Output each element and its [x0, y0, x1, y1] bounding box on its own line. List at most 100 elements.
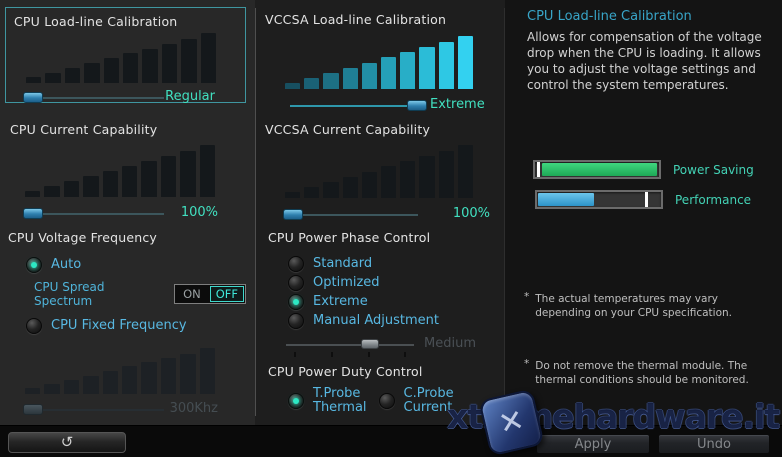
- cprobe-radio[interactable]: [378, 393, 395, 409]
- vccsa-current-title: VCCSA Current Capability: [265, 122, 431, 137]
- panel-cpu-loadline-calibration[interactable]: CPU Load-line Calibration Regular: [5, 7, 246, 105]
- duty-control-title: CPU Power Duty Control: [268, 364, 423, 379]
- extreme-radio[interactable]: [288, 293, 304, 310]
- note-thermal-module: * Do not remove the thermal module. The …: [524, 358, 774, 387]
- vccsa-current-slider-track[interactable]: [290, 214, 418, 216]
- spread-spectrum-toggle[interactable]: ON OFF: [174, 284, 246, 304]
- note-temperatures-text: The actual temperatures may vary dependi…: [535, 293, 733, 319]
- section-cpu-voltage-frequency: CPU Voltage Frequency Auto CPU Spread Sp…: [6, 224, 246, 417]
- standard-radio[interactable]: [288, 255, 304, 272]
- vccsa-llc-slider-track[interactable]: [290, 105, 416, 107]
- power-saving-marker: [537, 162, 541, 177]
- radio-row-extreme[interactable]: Extreme: [288, 292, 500, 311]
- performance-label: Performance: [675, 192, 752, 207]
- toggle-on-option[interactable]: ON: [183, 287, 201, 301]
- vccsa-current-slider: 100%: [258, 206, 500, 222]
- frequency-level-bars-disabled: [25, 348, 216, 394]
- vccsa-current-level-bars: [285, 145, 474, 198]
- column-divider: [255, 8, 256, 416]
- note-thermal-module-text: Do not remove the thermal module. The th…: [535, 360, 749, 386]
- note-bullet: *: [524, 291, 530, 303]
- phase-options-list: Standard Optimized Extreme Manual Adjust…: [288, 254, 500, 330]
- fixed-frequency-radio[interactable]: [26, 317, 42, 334]
- tprobe-radio[interactable]: [288, 393, 304, 409]
- spread-spectrum-row: CPU Spread Spectrum ON OFF: [34, 280, 246, 308]
- manual-adjustment-label: Manual Adjustment: [313, 313, 440, 328]
- vccsa-current-value: 100%: [452, 206, 490, 221]
- spread-spectrum-label: CPU Spread Spectrum: [34, 280, 105, 308]
- performance-gauge: [535, 190, 663, 209]
- section-vccsa-llc: VCCSA Load-line Calibration Extreme: [258, 7, 500, 113]
- performance-fill: [538, 193, 595, 206]
- cpu-current-slider-handle[interactable]: [23, 208, 43, 219]
- help-panel-title: CPU Load-line Calibration: [527, 9, 692, 24]
- help-panel-description: Allows for compensation of the voltage d…: [527, 30, 762, 92]
- cpu-llc-title: CPU Load-line Calibration: [14, 14, 178, 29]
- power-saving-gauge-row: Power Saving: [533, 160, 754, 179]
- cprobe-label-line2: Current: [403, 400, 453, 415]
- phase-slider-tick: [294, 352, 296, 357]
- tprobe-label-line1: T.Probe: [313, 386, 361, 401]
- note-temperatures: * The actual temperatures may vary depen…: [524, 291, 774, 320]
- optimized-radio[interactable]: [288, 274, 304, 291]
- radio-row-tprobe[interactable]: T.Probe Thermal: [288, 387, 367, 415]
- power-saving-label: Power Saving: [673, 162, 754, 177]
- cpu-current-slider: 100%: [6, 205, 246, 221]
- frequency-slider-disabled: 300Khz: [6, 401, 246, 417]
- undo-button[interactable]: Undo: [659, 435, 769, 453]
- section-cpu-power-phase-control: CPU Power Phase Control Standard Optimiz…: [258, 224, 500, 358]
- tprobe-label-line2: Thermal: [313, 400, 367, 415]
- auto-radio[interactable]: [26, 256, 42, 273]
- section-vccsa-current: VCCSA Current Capability 100%: [258, 116, 500, 222]
- phase-slider-tick: [331, 352, 333, 357]
- phase-slider-tick: [368, 352, 370, 357]
- cpu-llc-slider-track[interactable]: [30, 97, 164, 99]
- section-cpu-current-capability: CPU Current Capability 100%: [6, 116, 246, 221]
- radio-row-cprobe[interactable]: C.Probe Current: [378, 386, 454, 415]
- phase-slider-handle: [361, 339, 379, 349]
- left-column: CPU Load-line Calibration Regular CPU Cu…: [0, 0, 255, 425]
- phase-slider-tick: [404, 352, 406, 357]
- apply-button[interactable]: Apply: [537, 435, 649, 453]
- vccsa-llc-value: Extreme: [430, 97, 485, 112]
- back-button[interactable]: ↺: [8, 432, 126, 453]
- optimized-label: Optimized: [313, 275, 380, 290]
- vccsa-llc-title: VCCSA Load-line Calibration: [265, 12, 447, 27]
- extreme-label: Extreme: [313, 294, 368, 309]
- cpu-current-slider-track[interactable]: [30, 213, 164, 215]
- radio-row-fixed-frequency[interactable]: CPU Fixed Frequency: [26, 316, 246, 335]
- middle-column: VCCSA Load-line Calibration Extreme VCCS…: [255, 0, 505, 425]
- radio-row-optimized[interactable]: Optimized: [288, 273, 500, 292]
- cprobe-label-line1: C.Probe: [403, 386, 454, 401]
- auto-label: Auto: [51, 257, 82, 272]
- vccsa-llc-level-bars: [285, 36, 474, 89]
- radio-row-standard[interactable]: Standard: [288, 254, 500, 273]
- radio-row-auto[interactable]: Auto: [26, 255, 246, 274]
- frequency-value: 300Khz: [169, 401, 218, 416]
- cpu-vf-title: CPU Voltage Frequency: [8, 230, 158, 245]
- phase-slider-disabled: Medium: [258, 336, 500, 358]
- vccsa-llc-slider: Extreme: [258, 97, 500, 113]
- cpu-llc-slider-handle[interactable]: [23, 92, 43, 103]
- phase-slider-value: Medium: [424, 336, 476, 351]
- phase-slider-track: [286, 344, 414, 346]
- column-divider: [504, 8, 505, 416]
- cpu-current-level-bars: [25, 145, 216, 197]
- footer-bar: ↺ Apply Undo: [0, 425, 782, 457]
- cpu-llc-value: Regular: [165, 89, 215, 104]
- help-panel: CPU Load-line Calibration Allows for com…: [505, 0, 782, 425]
- note-bullet: *: [524, 358, 530, 370]
- power-saving-fill: [542, 163, 657, 176]
- cpu-current-title: CPU Current Capability: [10, 122, 158, 137]
- frequency-slider-track: [30, 409, 164, 411]
- radio-row-manual-adjustment[interactable]: Manual Adjustment: [288, 311, 500, 330]
- power-saving-gauge: [533, 160, 661, 179]
- phase-control-title: CPU Power Phase Control: [268, 230, 431, 245]
- cpu-llc-slider: Regular: [6, 89, 239, 105]
- toggle-off-option[interactable]: OFF: [209, 286, 244, 302]
- section-cpu-power-duty-control: CPU Power Duty Control T.Probe Thermal C…: [258, 358, 500, 415]
- vccsa-llc-slider-handle[interactable]: [407, 100, 427, 111]
- manual-adjustment-radio[interactable]: [288, 312, 304, 329]
- vccsa-current-slider-handle[interactable]: [283, 209, 303, 220]
